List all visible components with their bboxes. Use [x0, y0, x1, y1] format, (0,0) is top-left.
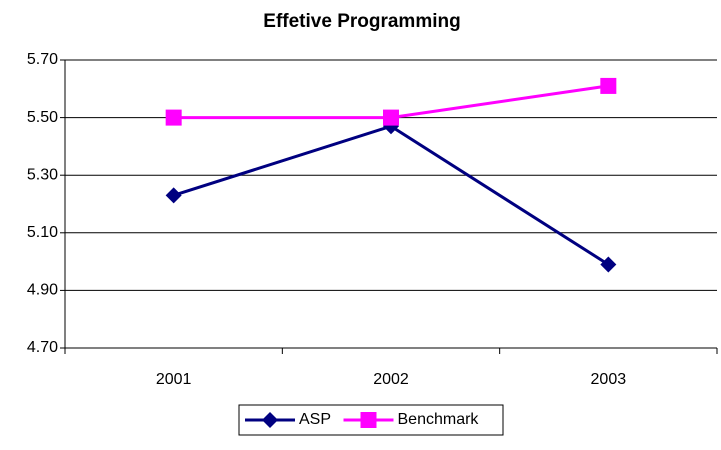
legend-label: ASP — [299, 411, 331, 428]
legend-label: Benchmark — [398, 411, 480, 428]
marker — [360, 412, 377, 428]
y-tick-label: 5.10 — [27, 224, 58, 241]
legend: ASP Benchmark — [238, 404, 504, 436]
marker — [165, 109, 182, 126]
chart-title: Effetive Programming — [263, 11, 460, 32]
marker — [383, 109, 399, 126]
marker — [600, 77, 617, 94]
marker — [165, 187, 182, 204]
x-tick-label: 2003 — [591, 371, 627, 388]
marker — [600, 256, 617, 273]
y-tick-label: 5.50 — [27, 109, 58, 126]
series-line — [173, 124, 610, 266]
y-tick-label: 5.70 — [27, 51, 58, 68]
y-tick-label: 4.90 — [27, 282, 58, 299]
x-tick-label: 2001 — [156, 371, 192, 388]
marker — [262, 412, 278, 428]
y-tick-label: 5.30 — [27, 166, 58, 183]
x-tick-label: 2002 — [373, 371, 409, 388]
y-tick-label: 4.70 — [27, 339, 58, 356]
